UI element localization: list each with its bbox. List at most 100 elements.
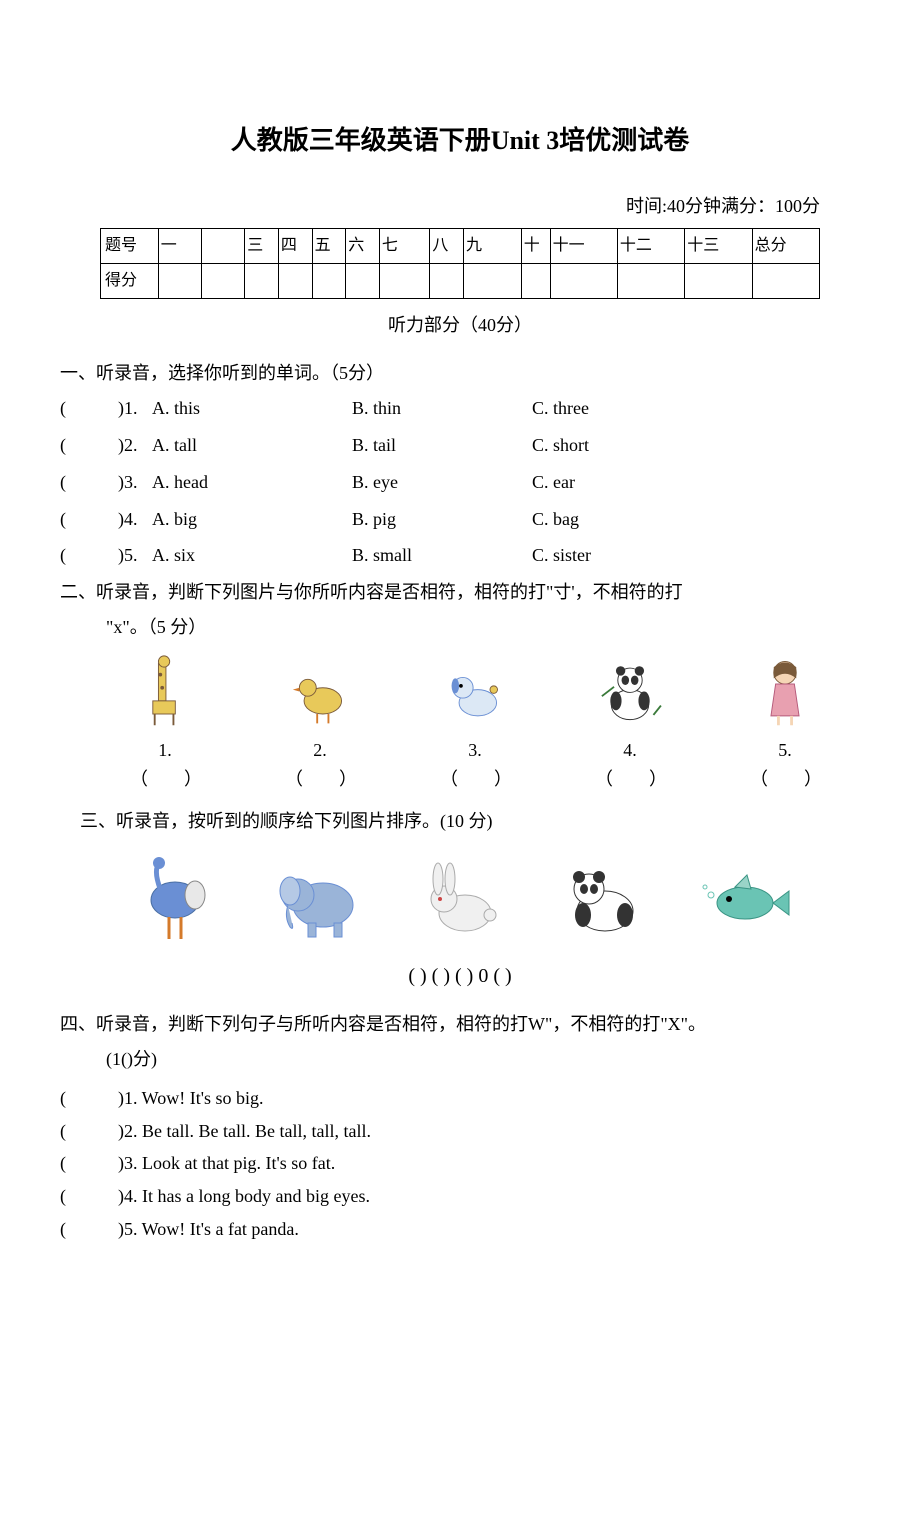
answer-blank xyxy=(74,1215,118,1244)
option-b: B. small xyxy=(352,541,532,570)
ostrich-icon xyxy=(125,855,225,945)
row-label: 题号 xyxy=(101,229,159,264)
paren-open: ( xyxy=(60,1084,74,1113)
option-b: B. thin xyxy=(352,394,532,423)
col: 总分 xyxy=(752,229,819,264)
section-1-heading: 一、听录音，选择你听到的单词。（5分） xyxy=(60,359,860,388)
answer-blank: （ ） xyxy=(595,765,665,794)
giraffe-icon xyxy=(130,654,200,729)
pic-number: 1. xyxy=(130,736,200,765)
answer-blank xyxy=(74,394,118,423)
col: 四 xyxy=(278,229,312,264)
col: 十 xyxy=(521,229,550,264)
rabbit-icon xyxy=(410,855,510,945)
col: 九 xyxy=(464,229,522,264)
question-number: 4. xyxy=(124,505,152,534)
table-row: 题号 一 三 四 五 六 七 八 九 十 十一 十二 十三 总分 xyxy=(101,229,820,264)
paren-open: ( xyxy=(60,1215,74,1244)
answer-blank: （ ） xyxy=(285,765,355,794)
panda-sitting-icon xyxy=(595,654,665,729)
girl-icon xyxy=(750,654,820,729)
section-2-parens: （ ） （ ） （ ） （ ） （ ） xyxy=(130,765,820,794)
col: 八 xyxy=(430,229,464,264)
question-row: ()1.A. thisB. thinC. three xyxy=(60,394,860,423)
col: 三 xyxy=(245,229,279,264)
option-a: A. six xyxy=(152,541,352,570)
paren-open: ( xyxy=(60,431,74,460)
row-label: 得分 xyxy=(101,263,159,298)
pic-number: 4. xyxy=(595,736,665,765)
question-number: 3. xyxy=(124,468,152,497)
table-row: 得分 xyxy=(101,263,820,298)
col: 一 xyxy=(158,229,201,264)
col: 五 xyxy=(312,229,346,264)
pic-number: 3. xyxy=(440,736,510,765)
sentence-row: ()5. Wow! It's a fat panda. xyxy=(60,1215,860,1244)
col: 十三 xyxy=(685,229,752,264)
col: 十二 xyxy=(617,229,684,264)
paren-open: ( xyxy=(60,394,74,423)
section-3-images-row xyxy=(120,850,800,950)
sentence-row: ()1. Wow! It's so big. xyxy=(60,1084,860,1113)
col: 十一 xyxy=(550,229,617,264)
sentence-row: ()3. Look at that pig. It's so fat. xyxy=(60,1149,860,1178)
paren-open: ( xyxy=(60,1149,74,1178)
sentence-text: 3. Look at that pig. It's so fat. xyxy=(124,1149,860,1178)
answer-blank: （ ） xyxy=(440,765,510,794)
sentence-text: 4. It has a long body and big eyes. xyxy=(124,1182,860,1211)
dog-icon xyxy=(440,654,510,729)
paren-open: ( xyxy=(60,541,74,570)
question-number: 1. xyxy=(124,394,152,423)
duck-icon xyxy=(285,654,355,729)
paren-open: ( xyxy=(60,505,74,534)
page-title: 人教版三年级英语下册Unit 3培优测试卷 xyxy=(60,120,860,162)
option-c: C. ear xyxy=(532,468,860,497)
answer-blank xyxy=(74,431,118,460)
option-c: C. short xyxy=(532,431,860,460)
section-2-sub: "x"。（5 分） xyxy=(106,613,860,642)
sentence-row: ()2. Be tall. Be tall. Be tall, tall, ta… xyxy=(60,1117,860,1146)
option-c: C. three xyxy=(532,394,860,423)
col: 六 xyxy=(346,229,380,264)
sentence-row: ()4. It has a long body and big eyes. xyxy=(60,1182,860,1211)
question-row: ()3.A. headB. eyeC. ear xyxy=(60,468,860,497)
option-a: A. head xyxy=(152,468,352,497)
answer-blank xyxy=(74,505,118,534)
section-4-sub: (1()分) xyxy=(106,1045,860,1074)
option-b: B. tail xyxy=(352,431,532,460)
time-score: 时间:40分钟满分：100分 xyxy=(60,192,860,221)
paren-open: ( xyxy=(60,1182,74,1211)
answer-blank: （ ） xyxy=(130,765,200,794)
question-number: 2. xyxy=(124,431,152,460)
section-3-heading: 三、听录音，按听到的顺序给下列图片排序。(10 分) xyxy=(80,807,860,836)
answer-blank: （ ） xyxy=(750,765,820,794)
question-row: ()5.A. sixB. smallC. sister xyxy=(60,541,860,570)
listening-section-label: 听力部分（40分） xyxy=(60,311,860,340)
section-2-heading: 二、听录音，判断下列图片与你所听内容是否相符，相符的打"寸'，不相符的打 xyxy=(60,578,860,607)
sentence-text: 5. Wow! It's a fat panda. xyxy=(124,1215,860,1244)
option-b: B. pig xyxy=(352,505,532,534)
col xyxy=(201,229,244,264)
section-4-heading: 四、听录音，判断下列句子与所听内容是否相符，相符的打W"，不相符的打"X"。 xyxy=(60,1010,860,1039)
fish-icon xyxy=(695,855,795,945)
pic-number: 5. xyxy=(750,736,820,765)
sentence-text: 2. Be tall. Be tall. Be tall, tall, tall… xyxy=(124,1117,860,1146)
answer-blank xyxy=(74,1084,118,1113)
score-table: 题号 一 三 四 五 六 七 八 九 十 十一 十二 十三 总分 得分 xyxy=(100,228,820,298)
paren-open: ( xyxy=(60,1117,74,1146)
option-a: A. tall xyxy=(152,431,352,460)
section-2-images-row xyxy=(130,652,820,732)
option-c: C. sister xyxy=(532,541,860,570)
paren-open: ( xyxy=(60,468,74,497)
question-row: ()4.A. bigB. pigC. bag xyxy=(60,505,860,534)
section-2-numbers: 1. 2. 3. 4. 5. xyxy=(130,736,820,765)
question-number: 5. xyxy=(124,541,152,570)
option-a: A. this xyxy=(152,394,352,423)
col: 七 xyxy=(379,229,429,264)
elephant-icon xyxy=(268,855,368,945)
answer-blank xyxy=(74,468,118,497)
option-c: C. bag xyxy=(532,505,860,534)
pic-number: 2. xyxy=(285,736,355,765)
answer-blank xyxy=(74,1149,118,1178)
section-3-parens: ( ) ( ) ( ) 0 ( ) xyxy=(60,960,860,992)
